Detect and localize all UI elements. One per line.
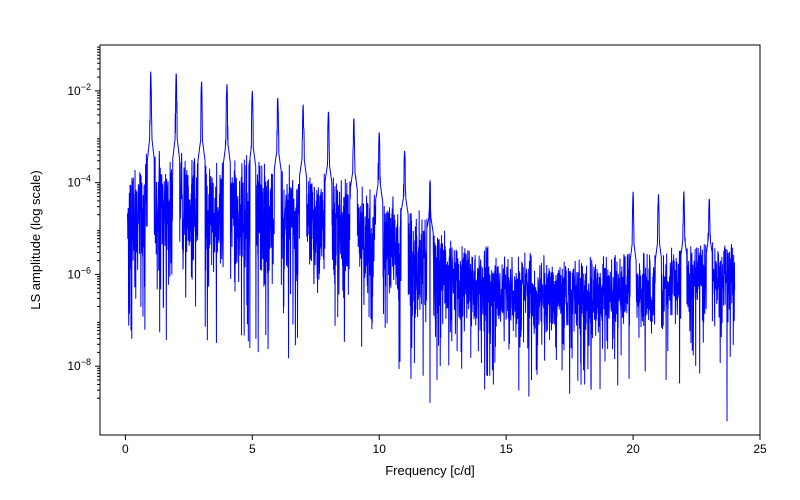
ytick-label: 10−6: [67, 265, 91, 281]
ytick-label: 10−2: [67, 82, 91, 98]
ytick-label: 10−8: [67, 357, 91, 373]
xtick-label: 20: [626, 442, 640, 456]
periodogram-chart: 0 5 10 15 20 25 10−8 10−6 10−4 10−2 Frequency [c/d…: [0, 0, 800, 500]
chart-svg: 0 5 10 15 20 25 10−8 10−6 10−4 10−2 Frequency [c/d…: [0, 0, 800, 500]
xtick-label: 10: [373, 442, 387, 456]
xtick-label: 25: [753, 442, 767, 456]
xtick-label: 5: [249, 442, 256, 456]
x-axis-label: Frequency [c/d]: [385, 463, 475, 478]
y-axis-label: LS amplitude (log scale): [28, 170, 43, 309]
xtick-label: 15: [499, 442, 513, 456]
xtick-label: 0: [122, 442, 129, 456]
spectrum-line: [127, 72, 734, 422]
ytick-label: 10−4: [67, 174, 91, 190]
